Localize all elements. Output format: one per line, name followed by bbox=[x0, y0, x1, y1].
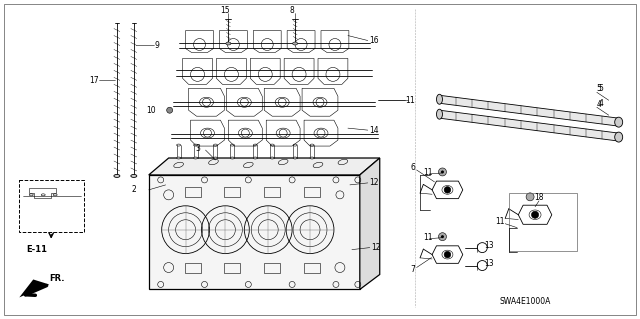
Text: 1: 1 bbox=[410, 96, 414, 105]
Bar bbox=[225, 263, 241, 272]
Polygon shape bbox=[440, 110, 619, 141]
Text: 10: 10 bbox=[146, 106, 156, 115]
Ellipse shape bbox=[177, 157, 180, 159]
Bar bbox=[19, 180, 84, 232]
Text: 13: 13 bbox=[484, 241, 494, 250]
Ellipse shape bbox=[114, 174, 120, 177]
Ellipse shape bbox=[436, 94, 442, 104]
Text: 9: 9 bbox=[155, 41, 159, 50]
Circle shape bbox=[166, 107, 173, 113]
Bar bbox=[264, 187, 280, 197]
Circle shape bbox=[531, 211, 539, 218]
Polygon shape bbox=[148, 158, 380, 175]
Text: 3: 3 bbox=[196, 144, 200, 152]
Bar bbox=[184, 263, 200, 272]
Ellipse shape bbox=[214, 157, 218, 159]
Ellipse shape bbox=[193, 157, 198, 159]
Text: 5: 5 bbox=[596, 84, 602, 93]
Ellipse shape bbox=[436, 109, 442, 119]
Text: 7: 7 bbox=[411, 265, 415, 274]
Polygon shape bbox=[440, 95, 619, 126]
Circle shape bbox=[444, 187, 451, 193]
Text: 4: 4 bbox=[596, 100, 602, 109]
Polygon shape bbox=[360, 158, 380, 289]
Text: 12: 12 bbox=[371, 243, 380, 252]
Ellipse shape bbox=[270, 157, 274, 159]
Circle shape bbox=[441, 235, 444, 238]
Bar bbox=[304, 187, 320, 197]
Ellipse shape bbox=[310, 157, 314, 159]
Text: 11: 11 bbox=[424, 168, 433, 177]
Text: 11: 11 bbox=[424, 233, 433, 242]
Text: FR.: FR. bbox=[49, 274, 65, 284]
Ellipse shape bbox=[230, 157, 234, 159]
Text: 6: 6 bbox=[411, 163, 415, 173]
Bar bbox=[225, 187, 241, 197]
Text: 17: 17 bbox=[89, 76, 99, 85]
Text: 16: 16 bbox=[369, 36, 378, 45]
Bar bbox=[509, 193, 577, 251]
Circle shape bbox=[526, 193, 534, 201]
Text: 4: 4 bbox=[599, 99, 604, 108]
Text: 8: 8 bbox=[290, 6, 294, 15]
Ellipse shape bbox=[292, 42, 298, 45]
Text: 14: 14 bbox=[369, 126, 378, 135]
Text: 11: 11 bbox=[496, 217, 505, 226]
Text: 15: 15 bbox=[221, 6, 230, 15]
Ellipse shape bbox=[614, 132, 623, 142]
Text: 5: 5 bbox=[599, 84, 604, 93]
Circle shape bbox=[441, 170, 444, 174]
Text: 13: 13 bbox=[484, 259, 494, 268]
Bar bbox=[184, 187, 200, 197]
Text: 12: 12 bbox=[369, 178, 378, 187]
Ellipse shape bbox=[253, 157, 257, 159]
Text: 1: 1 bbox=[406, 96, 410, 105]
Ellipse shape bbox=[226, 42, 231, 45]
Polygon shape bbox=[148, 175, 360, 289]
Ellipse shape bbox=[131, 174, 137, 177]
Text: SWA4E1000A: SWA4E1000A bbox=[499, 297, 550, 306]
Text: E-11: E-11 bbox=[27, 245, 48, 254]
Circle shape bbox=[438, 233, 447, 241]
Text: 2: 2 bbox=[131, 185, 136, 194]
Ellipse shape bbox=[614, 117, 623, 127]
Circle shape bbox=[444, 251, 451, 258]
Bar bbox=[304, 263, 320, 272]
Text: 18: 18 bbox=[534, 193, 543, 202]
Polygon shape bbox=[19, 279, 49, 297]
Ellipse shape bbox=[293, 157, 297, 159]
Bar bbox=[264, 263, 280, 272]
Circle shape bbox=[438, 168, 447, 176]
